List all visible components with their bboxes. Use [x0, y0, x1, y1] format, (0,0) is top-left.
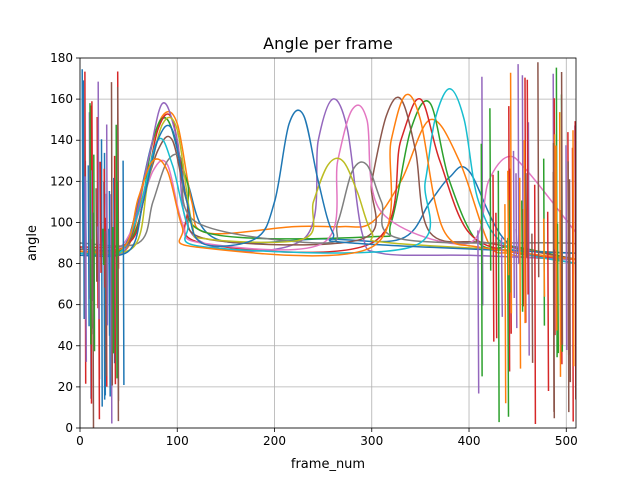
noise-spike-group: [89, 103, 119, 379]
plot-frame: [79, 57, 577, 429]
y-tick-label: 20: [58, 380, 73, 394]
x-tick-label: 200: [263, 434, 286, 448]
noise-spikes: [81, 62, 576, 428]
noise-spike-group: [504, 72, 575, 404]
x-tick-label: 100: [166, 434, 189, 448]
y-tick-label: 140: [50, 133, 73, 147]
y-tick-label: 100: [50, 215, 73, 229]
axis-ticks: 0 100 200 300 400 500 0 20 40 60 80 100 120 140 160 180: [50, 51, 578, 448]
y-tick-label: 180: [50, 51, 73, 65]
y-tick-label: 60: [58, 298, 73, 312]
series-line: [80, 109, 576, 258]
y-axis-label: angle: [25, 225, 40, 261]
y-tick-label: 80: [58, 257, 73, 271]
chart-title: Angle per frame: [263, 34, 393, 53]
x-tick-label: 0: [76, 434, 84, 448]
series-line: [80, 104, 576, 254]
series-line: [80, 98, 576, 261]
noise-spike-group: [525, 62, 572, 419]
x-tick-label: 500: [555, 434, 578, 448]
x-axis-label: frame_num: [291, 457, 365, 472]
series-line: [80, 93, 576, 261]
x-tick-label: 300: [360, 434, 383, 448]
y-tick-label: 40: [58, 339, 73, 353]
series-group: [80, 88, 576, 265]
y-tick-label: 160: [50, 92, 73, 106]
series-line: [80, 153, 576, 248]
y-tick-label: 0: [65, 421, 73, 435]
x-tick-label: 400: [458, 434, 481, 448]
y-tick-label: 120: [50, 174, 73, 188]
